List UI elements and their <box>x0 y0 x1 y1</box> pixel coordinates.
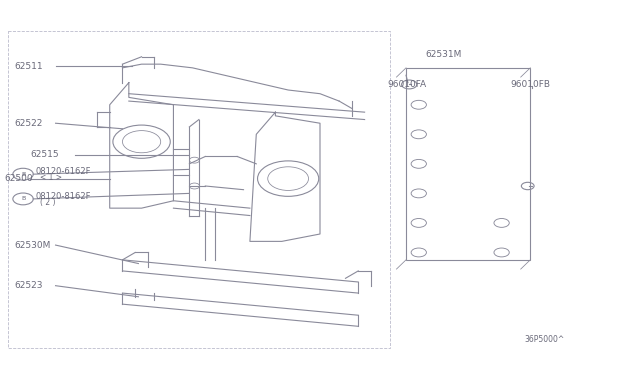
Text: < 1 >: < 1 > <box>40 173 61 182</box>
Text: B: B <box>21 172 25 177</box>
Text: 62522: 62522 <box>14 119 42 128</box>
Bar <box>8 31 390 349</box>
Text: 96010FB: 96010FB <box>510 80 550 89</box>
Text: 08120-6162F: 08120-6162F <box>35 167 91 176</box>
Text: 36P5000^: 36P5000^ <box>524 335 564 344</box>
Text: 08120-8162F: 08120-8162F <box>35 192 91 201</box>
Text: B: B <box>21 196 25 201</box>
Text: 96010FA: 96010FA <box>387 80 426 89</box>
Bar <box>406 68 531 260</box>
Text: ( 2 ): ( 2 ) <box>40 198 55 207</box>
Text: 62531M: 62531M <box>425 51 461 60</box>
Text: 62500: 62500 <box>4 174 33 183</box>
Text: 62511: 62511 <box>14 61 43 71</box>
Text: 62515: 62515 <box>30 150 59 159</box>
Text: 62530M: 62530M <box>14 241 51 250</box>
Text: 62523: 62523 <box>14 281 43 290</box>
